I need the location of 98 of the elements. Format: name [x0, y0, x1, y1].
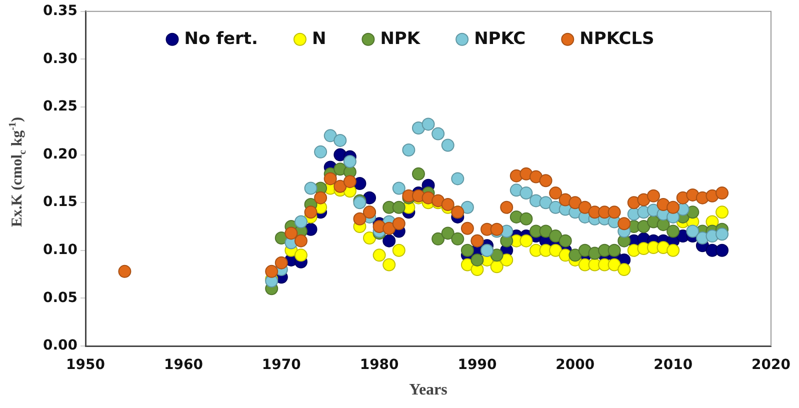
x-tick-label: 2010: [654, 357, 693, 374]
x-tick-label: 1990: [458, 357, 497, 374]
point: [441, 138, 454, 152]
point: [412, 167, 425, 180]
y-tick-label: 0.30: [42, 50, 78, 67]
x-tick-label: 1960: [164, 357, 204, 374]
point: [520, 186, 533, 200]
point: [500, 253, 514, 266]
point: [304, 182, 318, 195]
legend-label: NPKC: [474, 28, 526, 49]
point: [500, 200, 514, 214]
point: [294, 215, 308, 228]
point: [294, 234, 308, 248]
y-tick-label: 0.25: [42, 98, 78, 115]
point: [382, 258, 396, 272]
legend-label: N: [312, 28, 326, 49]
point: [539, 174, 552, 188]
point: [529, 170, 542, 184]
point: [402, 144, 416, 157]
point: [451, 232, 464, 246]
x-tick-label: 1980: [360, 357, 400, 374]
point: [539, 224, 552, 238]
point: [549, 244, 562, 257]
point: [460, 244, 474, 257]
point: [412, 122, 425, 135]
point: [314, 145, 328, 158]
legend-label: NPKCLS: [580, 28, 654, 49]
point: [490, 248, 504, 262]
y-tick-label: 0.05: [42, 290, 78, 306]
point: [422, 118, 435, 131]
legend-label: NPK: [380, 28, 421, 49]
point: [118, 264, 132, 278]
point: [716, 244, 729, 257]
point: [314, 191, 328, 204]
point: [618, 263, 631, 276]
point: [353, 212, 366, 226]
point: [343, 175, 356, 188]
point: [324, 172, 337, 186]
point: [382, 222, 396, 235]
point: [274, 256, 288, 270]
point: [470, 253, 484, 266]
point: [372, 248, 386, 262]
point: [334, 180, 347, 193]
point: [716, 186, 729, 200]
point: [451, 172, 464, 186]
point: [539, 196, 552, 210]
point: [392, 217, 406, 230]
point: [490, 260, 504, 274]
point: [608, 244, 621, 257]
point: [549, 186, 562, 200]
point: [666, 200, 680, 214]
point: [716, 206, 729, 219]
x-tick-label: 2000: [556, 357, 595, 374]
point: [568, 196, 582, 210]
point: [646, 189, 660, 202]
point: [558, 234, 572, 248]
point: [343, 154, 356, 168]
point: [382, 234, 396, 248]
point: [637, 193, 650, 206]
point: [520, 234, 533, 248]
point: [686, 224, 700, 238]
x-tick-label: 2020: [752, 357, 791, 374]
point: [568, 248, 582, 262]
point: [294, 248, 308, 262]
point: [637, 220, 650, 233]
point: [666, 244, 680, 257]
point: [304, 206, 318, 219]
y-tick-label: 0.10: [42, 242, 78, 258]
point: [608, 258, 621, 272]
point: [432, 232, 445, 246]
point: [520, 212, 533, 226]
point: [666, 224, 680, 238]
point: [608, 206, 621, 219]
point: [549, 230, 562, 243]
x-tick-label: 1970: [262, 357, 302, 374]
point: [618, 217, 631, 230]
point: [392, 244, 406, 257]
x-axis-title: Years: [409, 382, 448, 399]
x-tick-label: 1950: [66, 357, 106, 374]
point: [716, 228, 729, 241]
point: [460, 222, 474, 235]
point: [324, 129, 337, 142]
y-tick-label: 0.15: [42, 194, 78, 210]
y-tick-label: 0.35: [42, 3, 78, 20]
point: [392, 200, 406, 214]
point: [578, 200, 592, 214]
legend-label: No fert.: [184, 28, 258, 49]
point: [432, 127, 445, 140]
point: [441, 226, 454, 240]
y-tick-label: 0.20: [42, 146, 78, 162]
point: [363, 231, 376, 244]
point: [460, 200, 474, 214]
point: [334, 134, 347, 147]
point: [284, 226, 298, 240]
point: [441, 198, 454, 212]
y-tick-label: 0.00: [42, 338, 78, 354]
point: [265, 264, 278, 278]
point: [392, 182, 406, 195]
